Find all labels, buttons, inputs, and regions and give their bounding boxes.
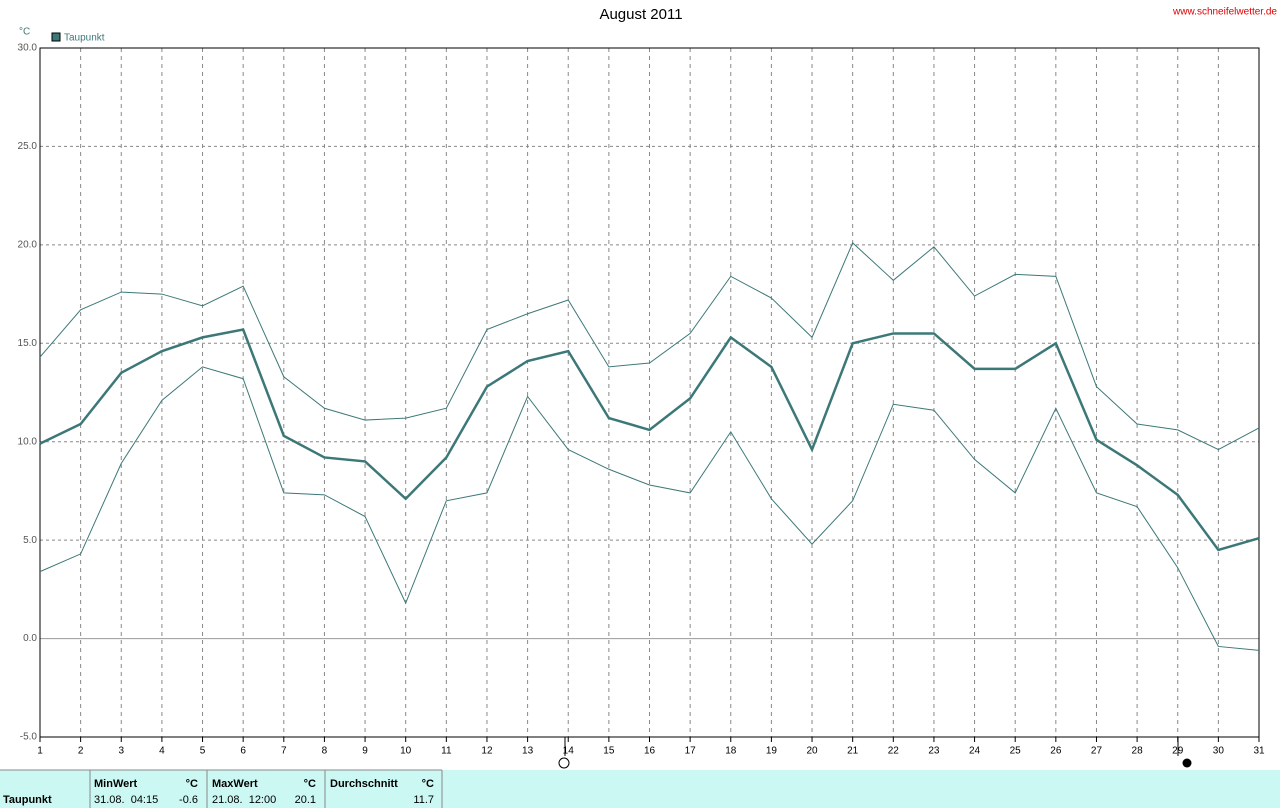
- y-tick-label: 10.0: [18, 436, 38, 447]
- y-tick-label: -5.0: [20, 732, 38, 743]
- x-tick-label: 12: [481, 746, 493, 757]
- x-tick-label: 4: [159, 746, 165, 757]
- x-tick-label: 8: [322, 746, 328, 757]
- summary-cell: 31.08. 04:15: [94, 794, 158, 806]
- x-tick-label: 28: [1132, 746, 1144, 757]
- summary-cell: -0.6: [179, 794, 198, 806]
- legend-label: Taupunkt: [64, 33, 105, 44]
- x-tick-label: 9: [362, 746, 368, 757]
- x-tick-label: 11: [441, 746, 452, 757]
- summary-header: MaxWert: [212, 778, 258, 790]
- y-tick-label: 25.0: [18, 141, 38, 152]
- summary-bg: [0, 770, 1280, 808]
- x-tick-label: 5: [200, 746, 206, 757]
- source: www.schneifelwetter.de: [1172, 7, 1277, 18]
- y-tick-label: 0.0: [23, 633, 37, 644]
- x-tick-label: 13: [522, 746, 534, 757]
- x-tick-label: 14: [563, 746, 575, 757]
- summary-dividers: [0, 769, 443, 808]
- summary-header: Durchschnitt: [330, 778, 398, 790]
- summary-cell: 11.7: [413, 794, 434, 806]
- summary-cell: 20.1: [295, 794, 316, 806]
- summary-header: °C: [422, 778, 434, 790]
- x-tick-label: 16: [644, 746, 656, 757]
- summary-cell: 21.08. 12:00: [212, 794, 276, 806]
- series-line: [39, 242, 1260, 451]
- chart-title: August 2011: [599, 6, 682, 23]
- legend-swatch: [51, 32, 61, 42]
- x-tick-label: 23: [928, 746, 940, 757]
- summary-header: °C: [304, 778, 316, 790]
- x-tick-label: 21: [847, 746, 859, 757]
- x-tick-label: 25: [1010, 746, 1022, 757]
- y-unit: °C: [19, 27, 30, 38]
- x-tick-label: 6: [240, 746, 246, 757]
- moon-new: [1182, 758, 1192, 768]
- y-tick-label: 30.0: [18, 43, 38, 54]
- x-tick-label: 26: [1050, 746, 1062, 757]
- x-tick-label: 22: [888, 746, 900, 757]
- x-tick-label: 7: [281, 746, 287, 757]
- x-tick-label: 27: [1091, 746, 1103, 757]
- x-tick-label: 10: [400, 746, 412, 757]
- x-tick-label: 30: [1213, 746, 1225, 757]
- summary-row-label: Taupunkt: [3, 794, 52, 806]
- y-tick-label: 15.0: [18, 338, 38, 349]
- plot-frame: [39, 47, 1260, 738]
- moon-full: [558, 757, 570, 769]
- x-tick-label: 1: [37, 746, 43, 757]
- summary-header: °C: [186, 778, 198, 790]
- summary-header: MinWert: [94, 778, 138, 790]
- x-tick-label: 15: [603, 746, 615, 757]
- y-tick-label: 20.0: [18, 239, 38, 250]
- x-tick-label: 29: [1172, 746, 1184, 757]
- series-line: [39, 366, 1260, 651]
- x-tick-label: 19: [766, 746, 778, 757]
- x-tick-label: 17: [685, 746, 697, 757]
- y-tick-label: 5.0: [23, 535, 37, 546]
- x-tick-label: 2: [78, 746, 84, 757]
- x-tick-label: 24: [969, 746, 981, 757]
- x-tick-label: 18: [725, 746, 737, 757]
- x-tick-label: 31: [1253, 746, 1265, 757]
- x-tick-label: 20: [806, 746, 818, 757]
- x-tick-label: 3: [118, 746, 124, 757]
- series-line: [39, 328, 1260, 552]
